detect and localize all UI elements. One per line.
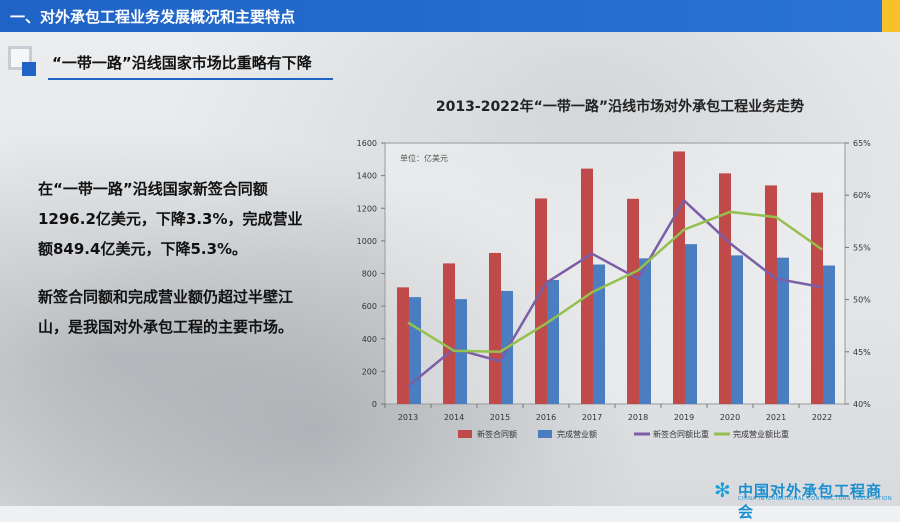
bar-completed-revenue bbox=[685, 244, 697, 404]
y2-tick-label: 50% bbox=[853, 296, 871, 305]
chart-title: 2013-2022年“一带一路”沿线市场对外承包工程业务走势 bbox=[435, 99, 805, 115]
bar-new-contracts bbox=[765, 185, 777, 404]
x-tick-label: 2020 bbox=[720, 413, 740, 422]
y-tick-label: 1000 bbox=[357, 237, 377, 246]
y-tick-label: 1200 bbox=[357, 204, 377, 213]
logo: ✻ 中国对外承包工程商会 CHINA INTERNATIONAL CONTRAC… bbox=[714, 478, 894, 521]
bar-new-contracts bbox=[673, 151, 685, 404]
bar-new-contracts bbox=[489, 252, 501, 404]
y2-tick-label: 65% bbox=[853, 139, 871, 148]
x-tick-label: 2022 bbox=[812, 413, 832, 422]
bar-new-contracts bbox=[535, 198, 547, 404]
paragraph-2: 新签合同额和完成营业额仍超过半壁江山，是我国对外承包工程的主要市场。 bbox=[38, 288, 294, 336]
x-tick-label: 2013 bbox=[398, 413, 418, 422]
legend-swatch bbox=[538, 430, 552, 438]
x-tick-label: 2015 bbox=[490, 413, 510, 422]
bar-new-contracts bbox=[443, 263, 455, 404]
header-bar: 一、对外承包工程业务发展概况和主要特点 bbox=[0, 0, 900, 32]
bar-new-contracts bbox=[811, 192, 823, 404]
y2-tick-label: 55% bbox=[853, 243, 871, 252]
y-tick-label: 400 bbox=[362, 335, 377, 344]
legend-label: 新签合同额 bbox=[477, 429, 517, 439]
paragraph-1: 在“一带一路”沿线国家新签合同额1296.2亿美元，下降3.3%，完成营业额84… bbox=[38, 180, 303, 258]
y-tick-label: 600 bbox=[362, 302, 377, 311]
bar-completed-revenue bbox=[547, 280, 559, 404]
section-marker-fill bbox=[22, 62, 36, 76]
bar-new-contracts bbox=[627, 198, 639, 404]
bar-completed-revenue bbox=[777, 257, 789, 404]
unit-label: 单位：亿美元 bbox=[400, 153, 448, 163]
x-tick-label: 2014 bbox=[444, 413, 464, 422]
line-new-contracts-share bbox=[407, 199, 823, 388]
snowflake-logo-icon: ✻ bbox=[714, 478, 731, 502]
header-accent bbox=[882, 0, 900, 32]
y2-tick-label: 45% bbox=[853, 348, 871, 357]
bar-completed-revenue bbox=[593, 264, 605, 404]
bar-completed-revenue bbox=[823, 265, 835, 404]
y-tick-label: 1400 bbox=[357, 172, 377, 181]
y2-tick-label: 40% bbox=[853, 400, 871, 409]
x-tick-label: 2016 bbox=[536, 413, 556, 422]
bar-completed-revenue bbox=[731, 255, 743, 404]
y-tick-label: 1600 bbox=[357, 139, 377, 148]
combo-chart: 0 200 400 600 800 1000 1200 1400 1600 40% 45% 50% 55… bbox=[357, 139, 872, 439]
y-tick-label: 0 bbox=[372, 400, 377, 409]
bar-completed-revenue bbox=[409, 297, 421, 404]
x-tick-label: 2017 bbox=[582, 413, 602, 422]
legend-label: 新签合同额比重 bbox=[653, 429, 709, 439]
section-subtitle: “一带一路”沿线国家市场比重略有下降 bbox=[52, 54, 312, 72]
header-title: 一、对外承包工程业务发展概况和主要特点 bbox=[10, 8, 296, 26]
body-text: 在“一带一路”沿线国家新签合同额1296.2亿美元，下降3.3%，完成营业额84… bbox=[38, 174, 308, 360]
legend-label: 完成营业额 bbox=[557, 429, 597, 439]
x-tick-label: 2018 bbox=[628, 413, 648, 422]
y-tick-label: 800 bbox=[362, 270, 377, 279]
background bbox=[0, 0, 900, 506]
bar-new-contracts bbox=[719, 173, 731, 404]
x-tick-label: 2021 bbox=[766, 413, 786, 422]
subtitle-underline bbox=[48, 78, 333, 80]
y2-tick-label: 60% bbox=[853, 191, 871, 200]
bar-new-contracts bbox=[397, 287, 409, 404]
logo-subtitle: CHINA INTERNATIONAL CONTRACTORS ASSOCIAT… bbox=[738, 496, 893, 502]
legend-swatch bbox=[458, 430, 472, 438]
y-tick-label: 200 bbox=[362, 367, 377, 376]
x-tick-label: 2019 bbox=[674, 413, 694, 422]
bar-completed-revenue bbox=[639, 258, 651, 404]
line-completed-revenue-share bbox=[407, 210, 823, 354]
legend-label: 完成营业额比重 bbox=[733, 429, 789, 439]
bar-new-contracts bbox=[581, 168, 593, 404]
